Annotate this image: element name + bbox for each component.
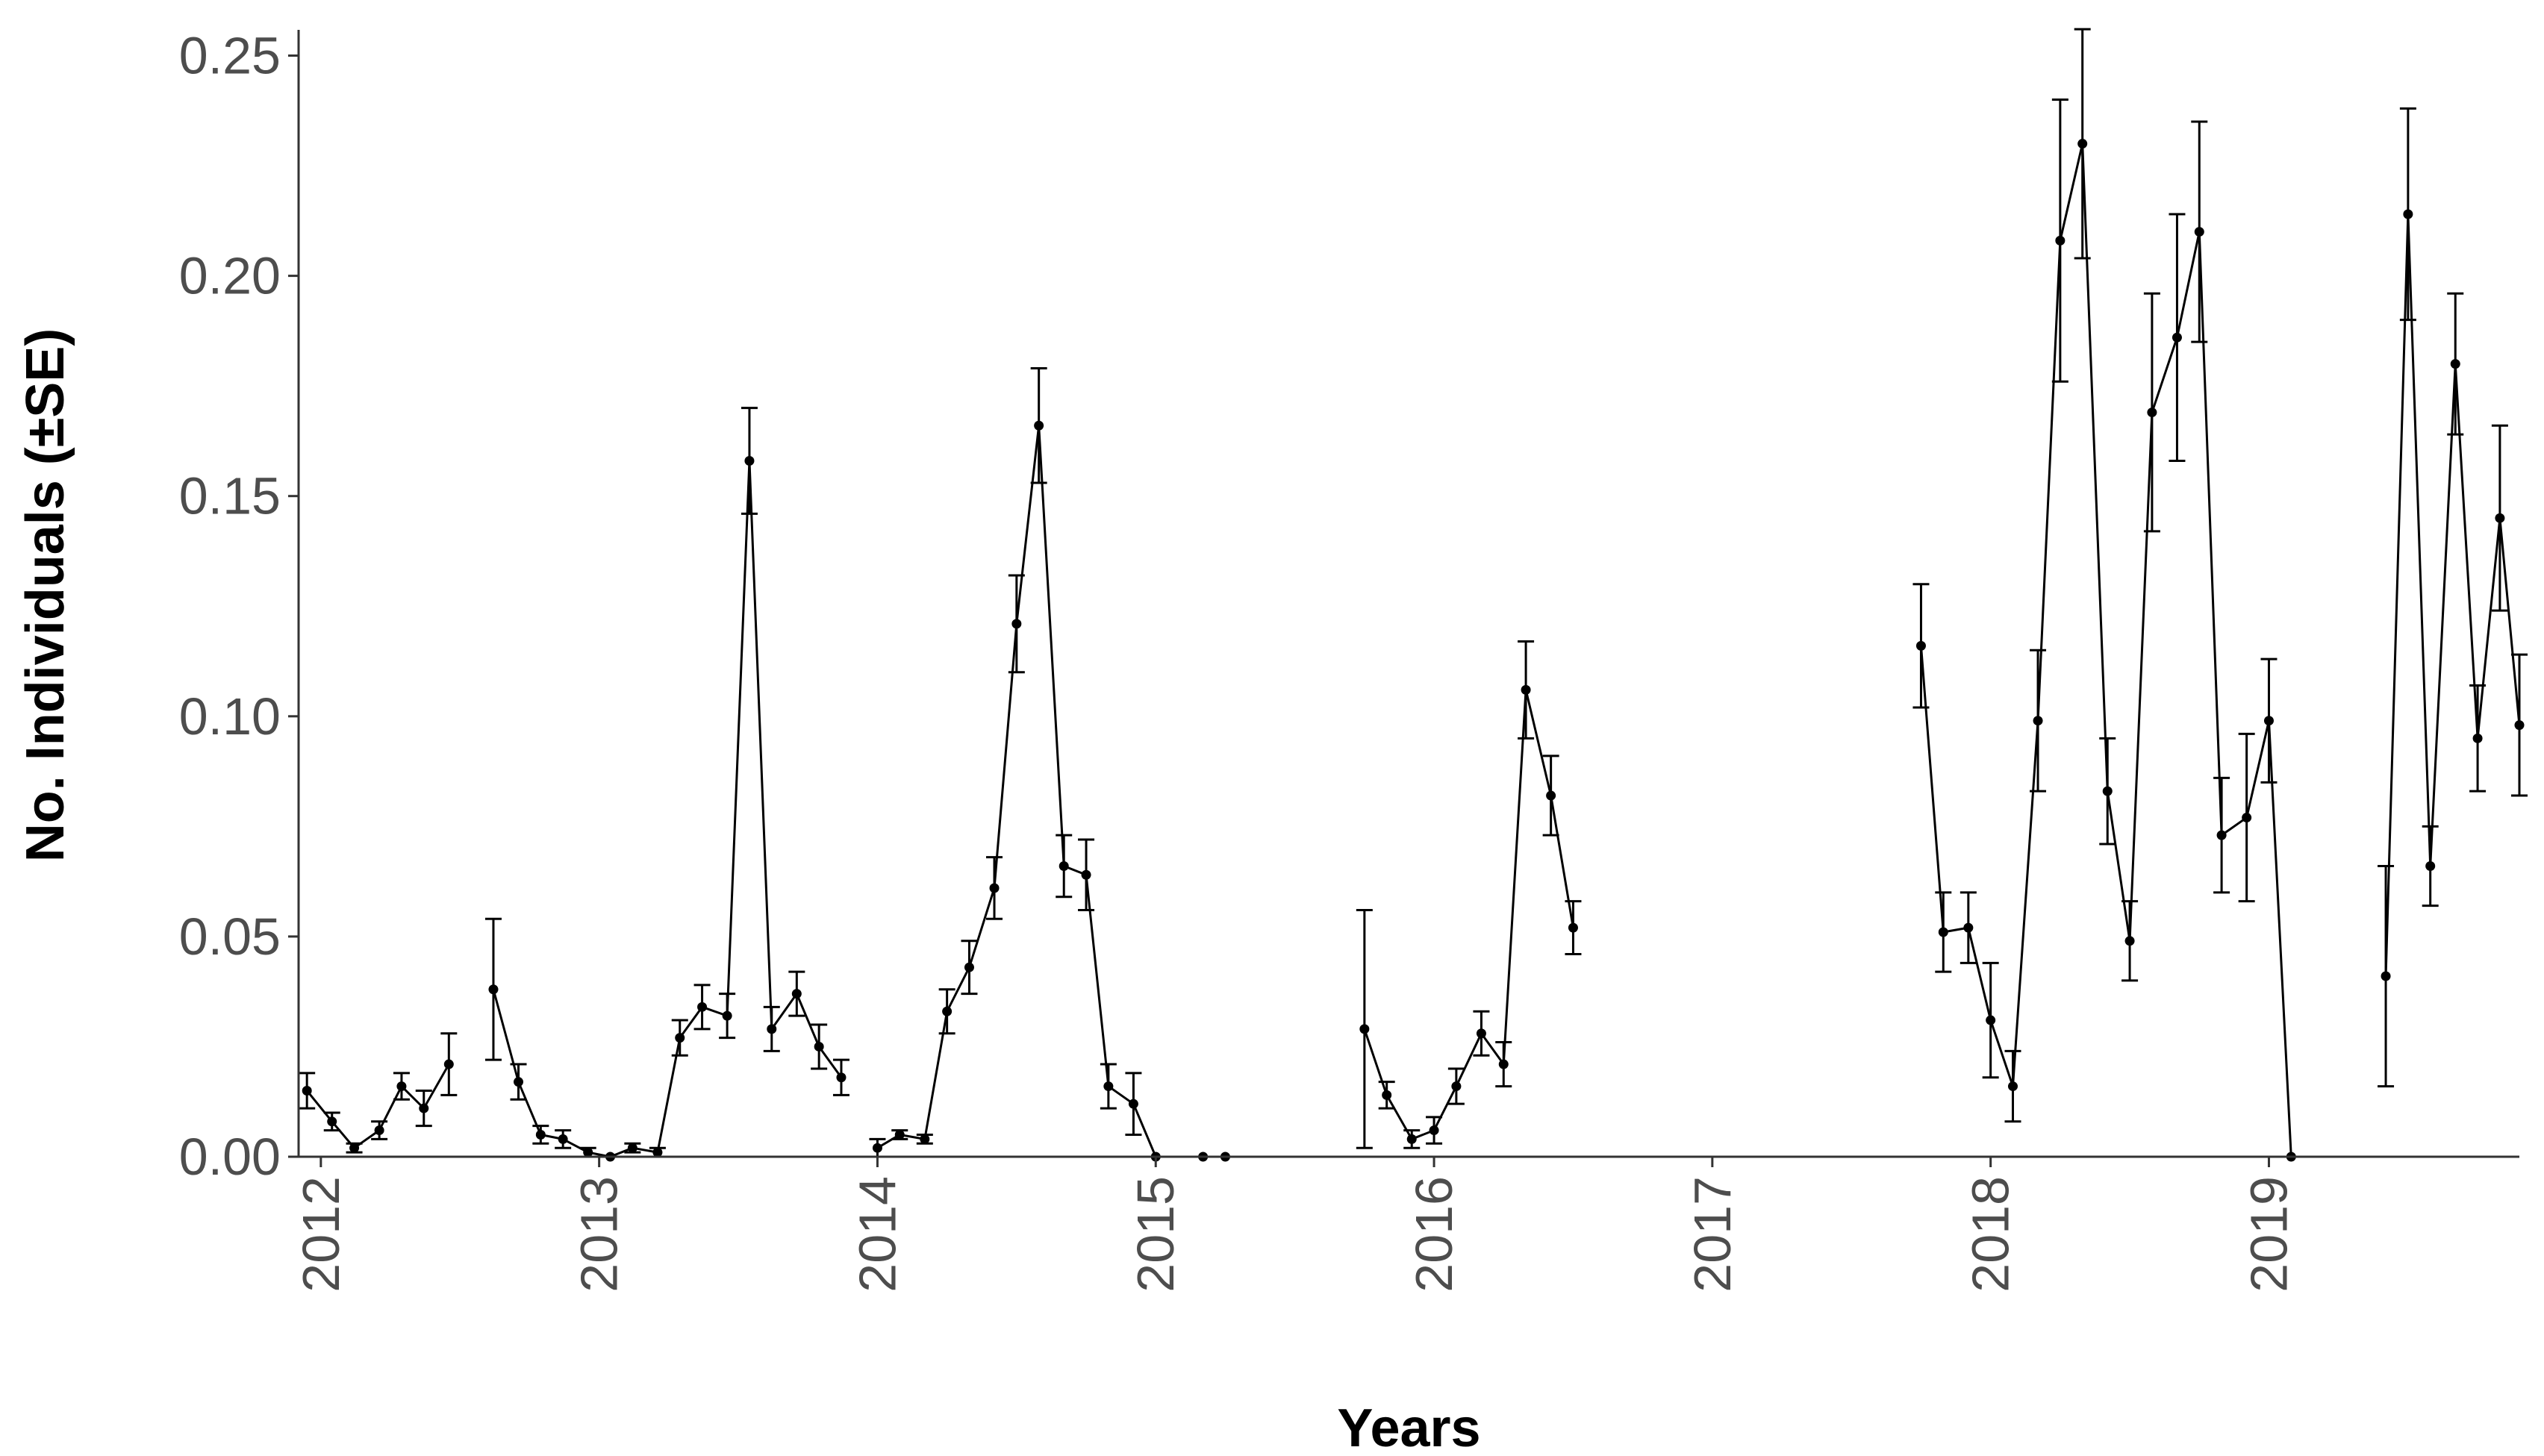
y-tick-label: 0.05 [179, 907, 281, 966]
data-point [374, 1125, 384, 1136]
data-point [2102, 786, 2113, 796]
plot-area [299, 28, 2528, 1162]
data-point [1915, 640, 1926, 651]
y-tick-label: 0.20 [179, 247, 281, 305]
data-point [2403, 209, 2413, 219]
data-point [2077, 139, 2088, 149]
data-point [327, 1116, 337, 1127]
data-point [767, 1024, 777, 1034]
data-point [535, 1129, 546, 1140]
data-point [1128, 1099, 1138, 1109]
data-point [2124, 936, 2135, 946]
data-point [1476, 1028, 1486, 1039]
data-point [964, 962, 974, 972]
x-tick-label: 2015 [1126, 1176, 1185, 1293]
series-line [876, 424, 1157, 1157]
x-tick-label: 2014 [848, 1176, 906, 1293]
x-axis-title: Years [1337, 1399, 1480, 1456]
data-point [627, 1143, 637, 1153]
data-point [419, 1103, 429, 1113]
data-point [2381, 971, 2391, 981]
data-point [920, 1134, 930, 1144]
data-point [942, 1006, 953, 1016]
data-point [2425, 860, 2436, 871]
data-point [722, 1010, 732, 1021]
y-tick-label: 0.15 [179, 467, 281, 525]
x-tick-label: 2017 [1683, 1176, 1742, 1293]
y-axis-title: No. Individuals (±SE) [16, 328, 75, 863]
data-point [1429, 1125, 1439, 1136]
data-point [1568, 922, 1578, 933]
data-point [872, 1143, 882, 1153]
x-tick-label: 2012 [292, 1176, 350, 1293]
data-point [1382, 1090, 1392, 1100]
data-point [1498, 1059, 1509, 1069]
data-point [488, 984, 499, 995]
data-point [814, 1041, 824, 1052]
data-point [1359, 1024, 1370, 1034]
data-point [2495, 513, 2505, 523]
x-tick-label: 2013 [570, 1176, 629, 1293]
data-point [1081, 869, 1091, 880]
data-point [1103, 1081, 1114, 1092]
series-line [492, 459, 843, 1158]
data-point [2194, 227, 2204, 237]
data-point [583, 1147, 593, 1157]
data-point [652, 1147, 663, 1157]
x-tick-label: 2018 [1962, 1176, 2020, 1293]
data-point [2263, 716, 2274, 726]
x-axis: 2012 2013 2014 2015 2016 2017 2018 2019 [292, 1157, 2298, 1293]
data-point [558, 1134, 568, 1144]
data-point [1521, 684, 1531, 695]
data-point [2007, 1081, 2018, 1092]
y-axis: 0.00 0.05 0.10 0.15 0.20 0.25 [179, 27, 299, 1186]
data-point [2147, 407, 2157, 418]
data-point [2216, 830, 2227, 840]
data-point [1059, 860, 1069, 871]
data-point [2472, 733, 2483, 743]
y-tick-label: 0.10 [179, 687, 281, 746]
data-point [744, 455, 755, 466]
data-point [1451, 1081, 1462, 1092]
data-point [2242, 813, 2252, 823]
data-point [1011, 619, 1022, 629]
data-point [2055, 235, 2066, 246]
data-point [2172, 332, 2182, 343]
data-point [697, 1002, 708, 1012]
data-point [302, 1085, 312, 1096]
data-point [836, 1072, 847, 1083]
y-tick-label: 0.00 [179, 1128, 281, 1186]
data-point [894, 1129, 905, 1140]
x-tick-label: 2019 [2239, 1176, 2298, 1293]
data-point [675, 1033, 685, 1043]
data-point [1986, 1015, 1996, 1025]
data-point [396, 1081, 407, 1092]
data-point [443, 1059, 454, 1069]
data-point [791, 989, 802, 999]
y-tick-label: 0.25 [179, 27, 281, 85]
data-point [514, 1077, 524, 1087]
data-point [1963, 922, 1974, 933]
series-line [1363, 688, 1574, 1140]
x-tick-label: 2016 [1405, 1176, 1463, 1293]
data-point [1546, 790, 1556, 801]
data-point [1034, 420, 1044, 431]
data-point [989, 883, 1000, 893]
data-point [1938, 927, 1948, 937]
data-point [2033, 716, 2043, 726]
data-point [1406, 1134, 1417, 1144]
series-line [1919, 143, 2292, 1157]
data-point [2450, 359, 2460, 369]
data-point [2514, 720, 2525, 731]
data-point [349, 1143, 360, 1153]
